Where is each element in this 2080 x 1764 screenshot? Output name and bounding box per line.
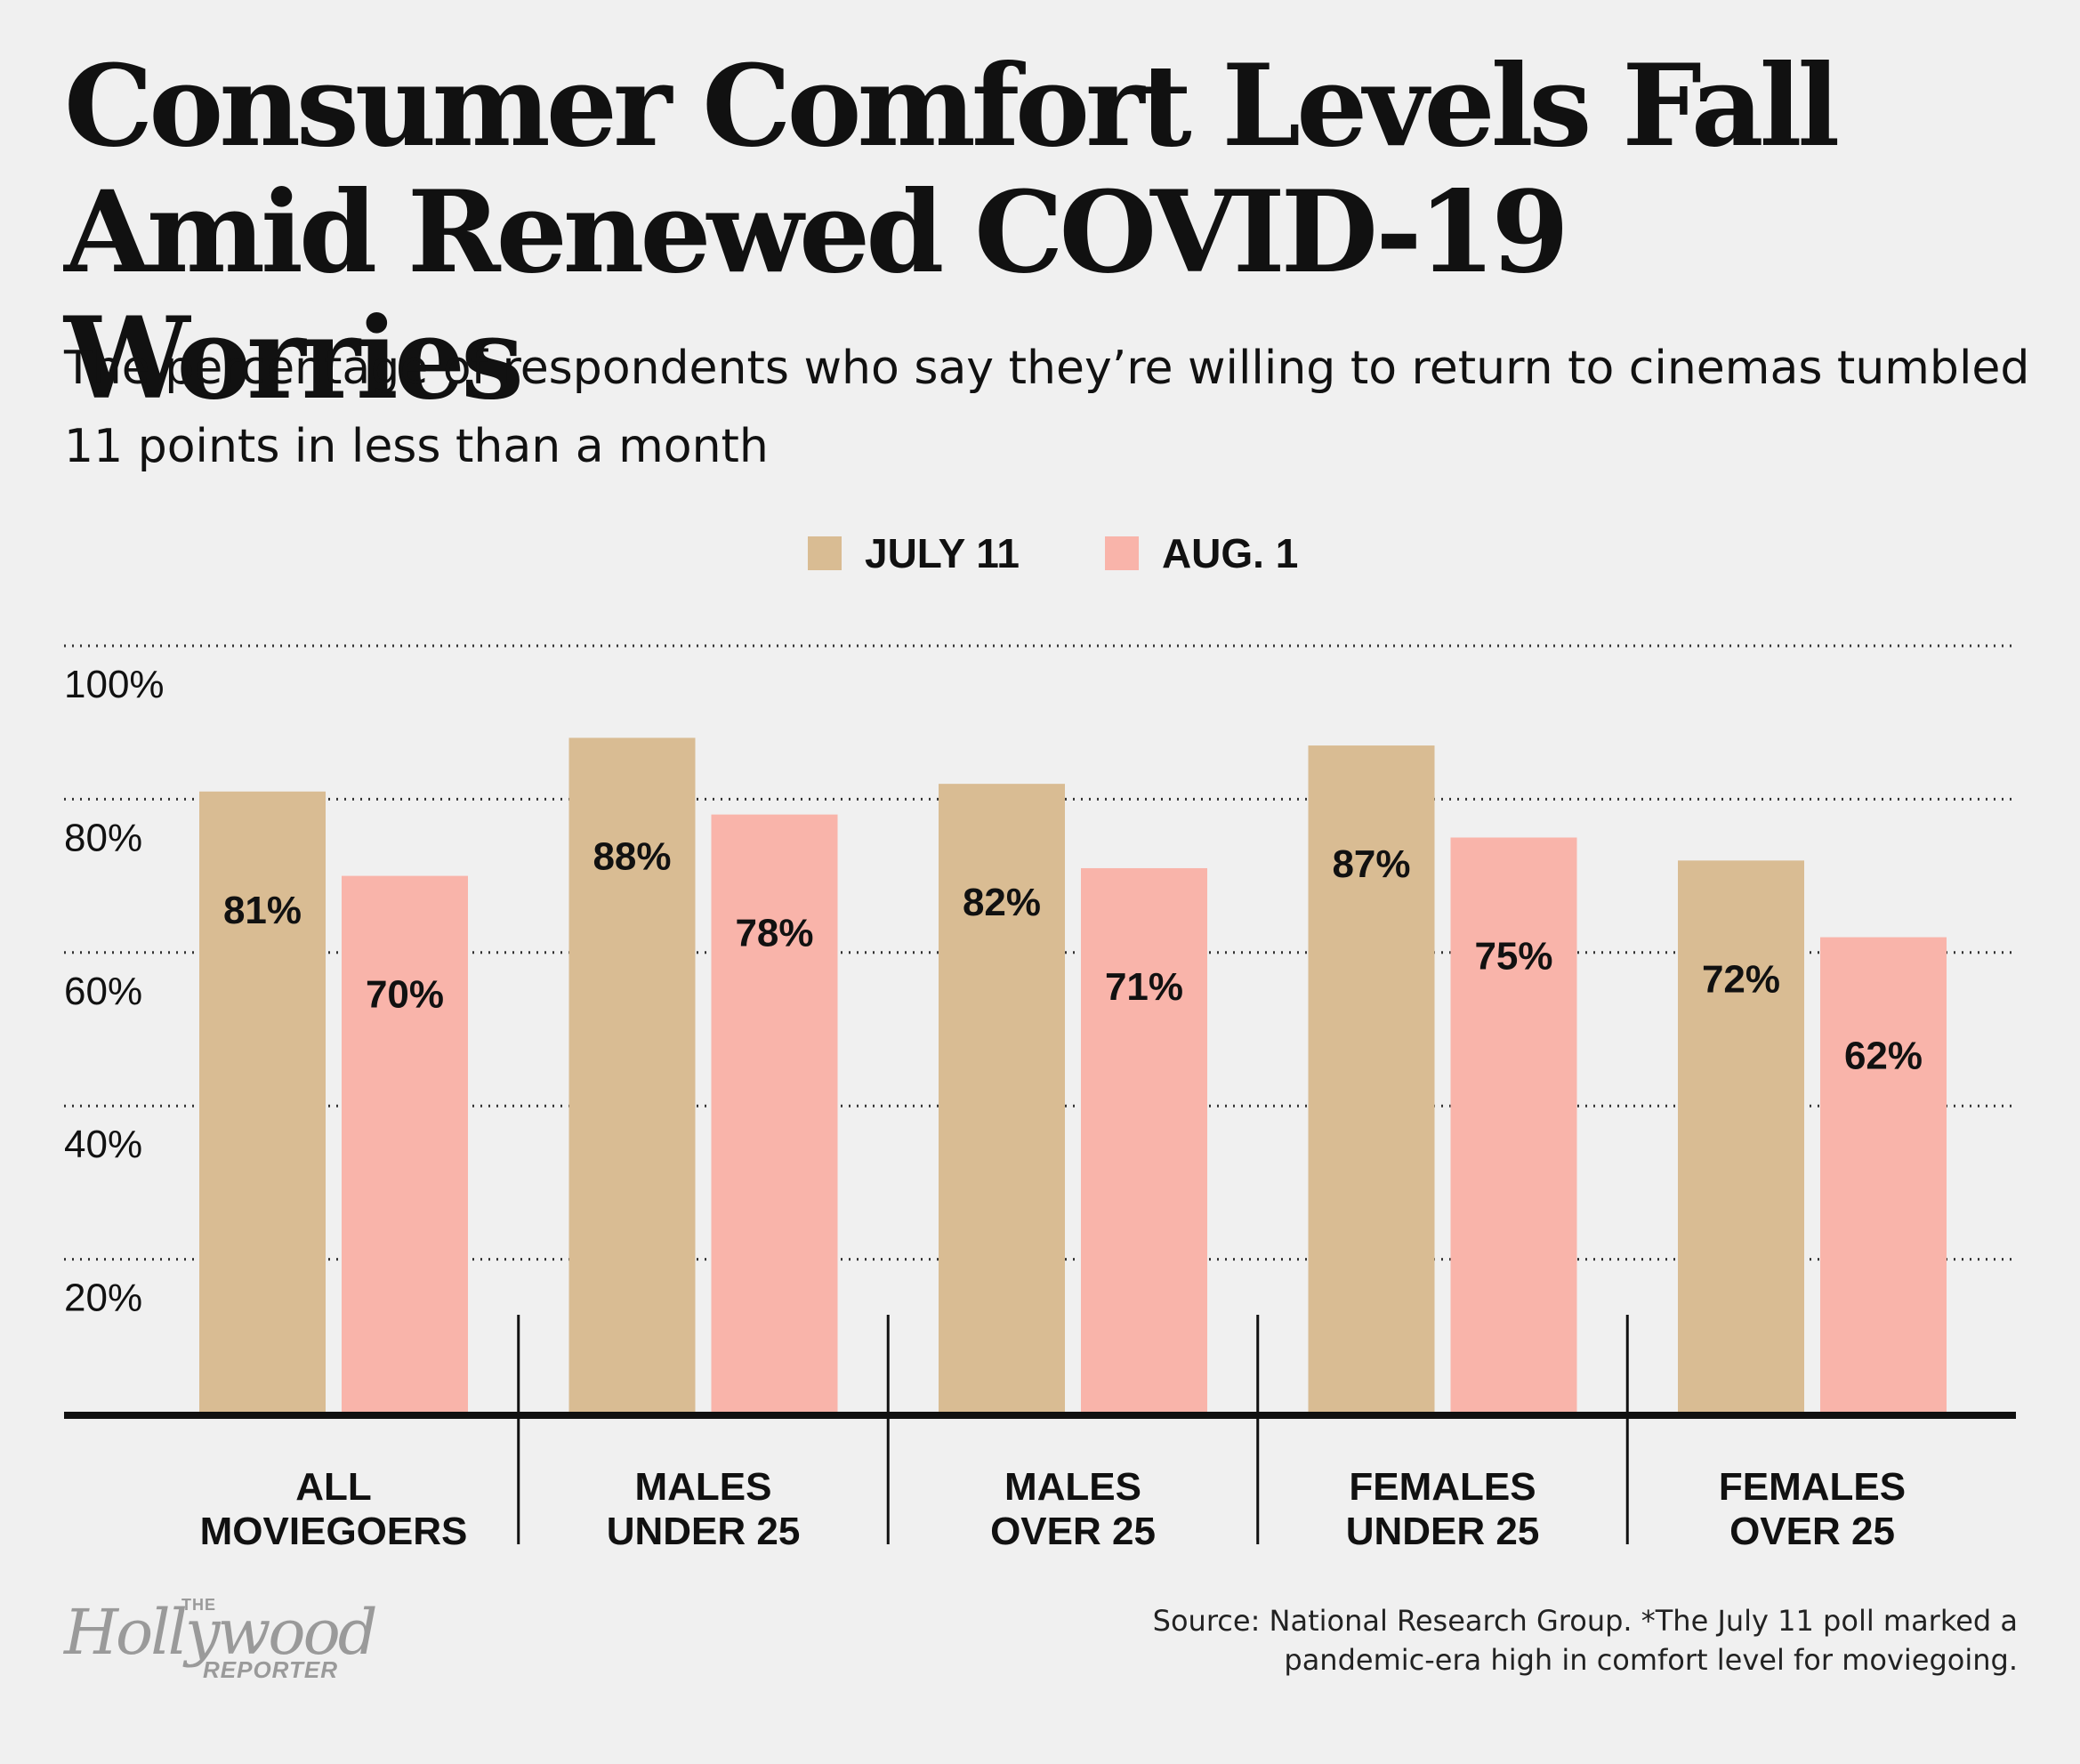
bars: 81% 70% 88% 78% 82% 71% 87% 75% 72% 62%	[199, 737, 1947, 1413]
hollywood-reporter-logo: Hollywood THE REPORTER	[64, 1592, 384, 1690]
y-axis-ticks: 20% 40% 60% 80% 100%	[64, 663, 165, 1320]
category-label-0-line-0: ALL	[295, 1465, 372, 1509]
chart-title: Consumer Comfort Levels Fall Amid Renewe…	[64, 40, 1840, 424]
source-line-2: pandemic-era high in comfort level for m…	[1284, 1643, 2018, 1677]
data-label-aug-3: 75%	[1474, 935, 1552, 979]
data-label-july-4: 72%	[1702, 957, 1780, 1001]
data-label-aug-2: 71%	[1105, 965, 1183, 1009]
y-tick-label-100: 100%	[64, 663, 165, 706]
source-line-1: Source: National Research Group. *The Ju…	[1152, 1604, 2018, 1638]
y-tick-label-80: 80%	[64, 816, 142, 859]
bar-july-2	[939, 784, 1065, 1413]
source-note: Source: National Research Group. *The Ju…	[1153, 1601, 2018, 1679]
data-label-july-0: 81%	[223, 889, 302, 932]
chart-subtitle: The percentage of respondents who say th…	[64, 342, 2030, 473]
data-label-july-3: 87%	[1332, 842, 1410, 886]
logo-the: THE	[181, 1596, 216, 1614]
bar-july-1	[568, 737, 696, 1413]
logo-reporter: REPORTER	[203, 1656, 338, 1683]
category-label-0-line-1: MOVIEGOERS	[200, 1510, 468, 1553]
category-label-2-line-0: MALES	[1004, 1465, 1141, 1509]
category-label-3-line-1: UNDER 25	[1346, 1510, 1540, 1553]
legend: JULY 11 AUG. 1	[808, 528, 1383, 578]
category-label-2-line-1: OVER 25	[990, 1510, 1156, 1553]
data-label-aug-0: 70%	[366, 973, 444, 1017]
legend-label-july: JULY 11	[865, 530, 1020, 576]
category-label-4-line-0: FEMALES	[1719, 1465, 1906, 1509]
category-separators	[64, 1315, 2016, 1544]
legend-item-july: JULY 11	[808, 529, 1020, 577]
category-label-4-line-1: OVER 25	[1729, 1510, 1895, 1553]
data-label-aug-4: 62%	[1844, 1035, 1923, 1078]
legend-swatch-july	[808, 536, 842, 570]
bar-aug-2	[1081, 867, 1207, 1413]
bar-aug-1	[711, 814, 838, 1413]
data-label-july-1: 88%	[593, 834, 671, 878]
bar-aug-3	[1450, 837, 1577, 1413]
legend-swatch-aug	[1104, 536, 1139, 570]
category-label-1-line-1: UNDER 25	[607, 1510, 801, 1553]
bar-july-0	[199, 791, 326, 1413]
category-label-3-line-0: FEMALES	[1349, 1465, 1536, 1509]
legend-item-aug: AUG. 1	[1104, 529, 1299, 577]
bar-aug-4	[1820, 937, 1947, 1413]
y-tick-label-20: 20%	[64, 1277, 142, 1320]
y-tick-label-40: 40%	[64, 1123, 142, 1166]
logo-name: Hollywood	[64, 1596, 378, 1669]
bar-july-4	[1678, 860, 1804, 1413]
bar-july-3	[1308, 745, 1435, 1413]
data-label-aug-1: 78%	[735, 912, 813, 955]
bar-aug-0	[342, 875, 468, 1413]
category-label-1-line-0: MALES	[635, 1465, 772, 1509]
y-tick-label-60: 60%	[64, 970, 142, 1013]
legend-label-aug: AUG. 1	[1161, 530, 1299, 576]
data-label-july-2: 82%	[963, 881, 1041, 924]
